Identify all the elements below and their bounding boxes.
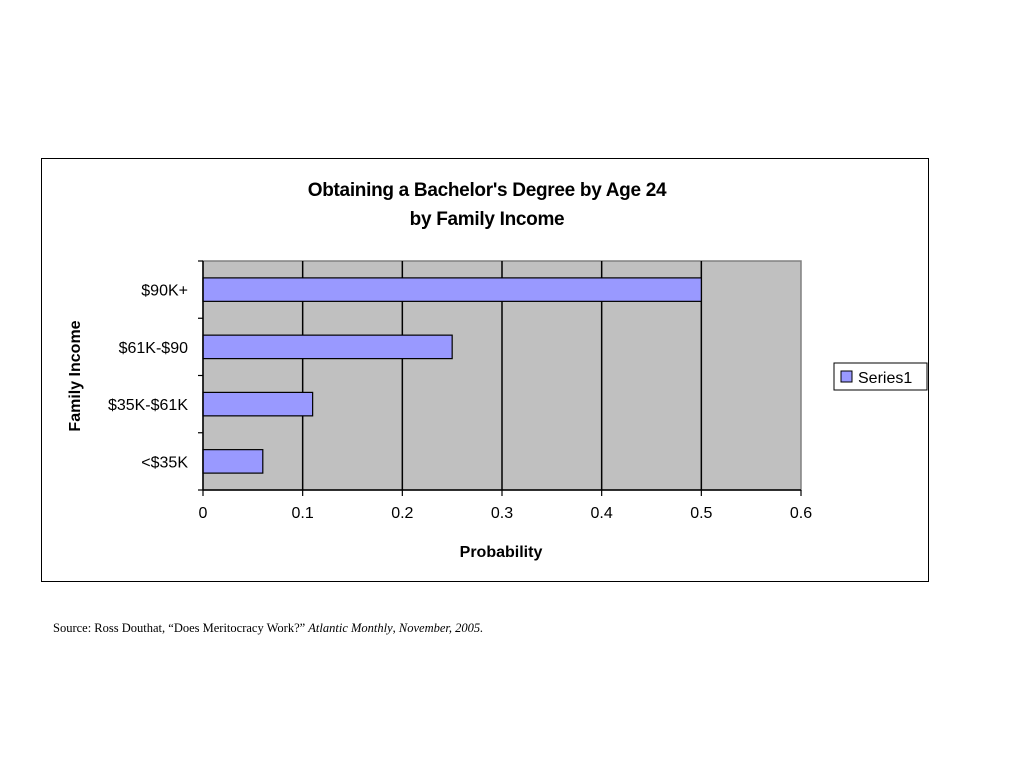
x-tick-label: 0.4: [591, 505, 613, 522]
source-note: Source: Ross Douthat, “Does Meritocracy …: [53, 621, 483, 636]
bar: [202, 391, 314, 417]
y-tick-label: <$35K: [141, 454, 188, 471]
chart-title-line-1: Obtaining a Bachelor's Degree by Age 24: [308, 180, 667, 201]
source-date: November, 2005.: [398, 621, 484, 635]
bar-chart: Obtaining a Bachelor's Degree by Age 24 …: [67, 180, 928, 561]
x-tick-label: 0: [199, 505, 208, 522]
x-axis-title: Probability: [460, 544, 543, 561]
legend: Series1: [833, 362, 928, 391]
legend-label: Series1: [858, 370, 912, 387]
y-tick-labels: <$35K $35K-$61K $61K-$90 $90K+: [108, 283, 188, 472]
bar: [202, 449, 264, 474]
bars: [202, 277, 702, 474]
x-tick-label: 0.3: [491, 505, 513, 522]
source-publication: Atlantic Monthly: [308, 621, 393, 635]
bar: [202, 334, 453, 360]
x-tick-label: 0.5: [690, 505, 712, 522]
legend-box: [833, 362, 928, 391]
y-tick-label: $90K+: [141, 283, 188, 300]
source-separator: ,: [392, 621, 399, 635]
source-prefix: Source: Ross Douthat, “Does Meritocracy …: [53, 621, 309, 635]
bar: [202, 277, 702, 302]
axes: [198, 260, 802, 496]
y-tick-label: $35K-$61K: [108, 397, 188, 414]
legend-swatch: [840, 370, 853, 383]
x-tick-label: 0.2: [391, 505, 413, 522]
x-tick-labels: 0 0.1 0.2 0.3 0.4 0.5 0.6: [199, 505, 813, 522]
x-tick-label: 0.6: [790, 505, 812, 522]
chart-title-line-2: by Family Income: [410, 209, 565, 230]
x-tick-label: 0.1: [292, 505, 314, 522]
y-axis-title: Family Income: [67, 320, 84, 431]
y-tick-label: $61K-$90: [119, 340, 188, 357]
chart-frame: Obtaining a Bachelor's Degree by Age 24 …: [41, 158, 929, 582]
